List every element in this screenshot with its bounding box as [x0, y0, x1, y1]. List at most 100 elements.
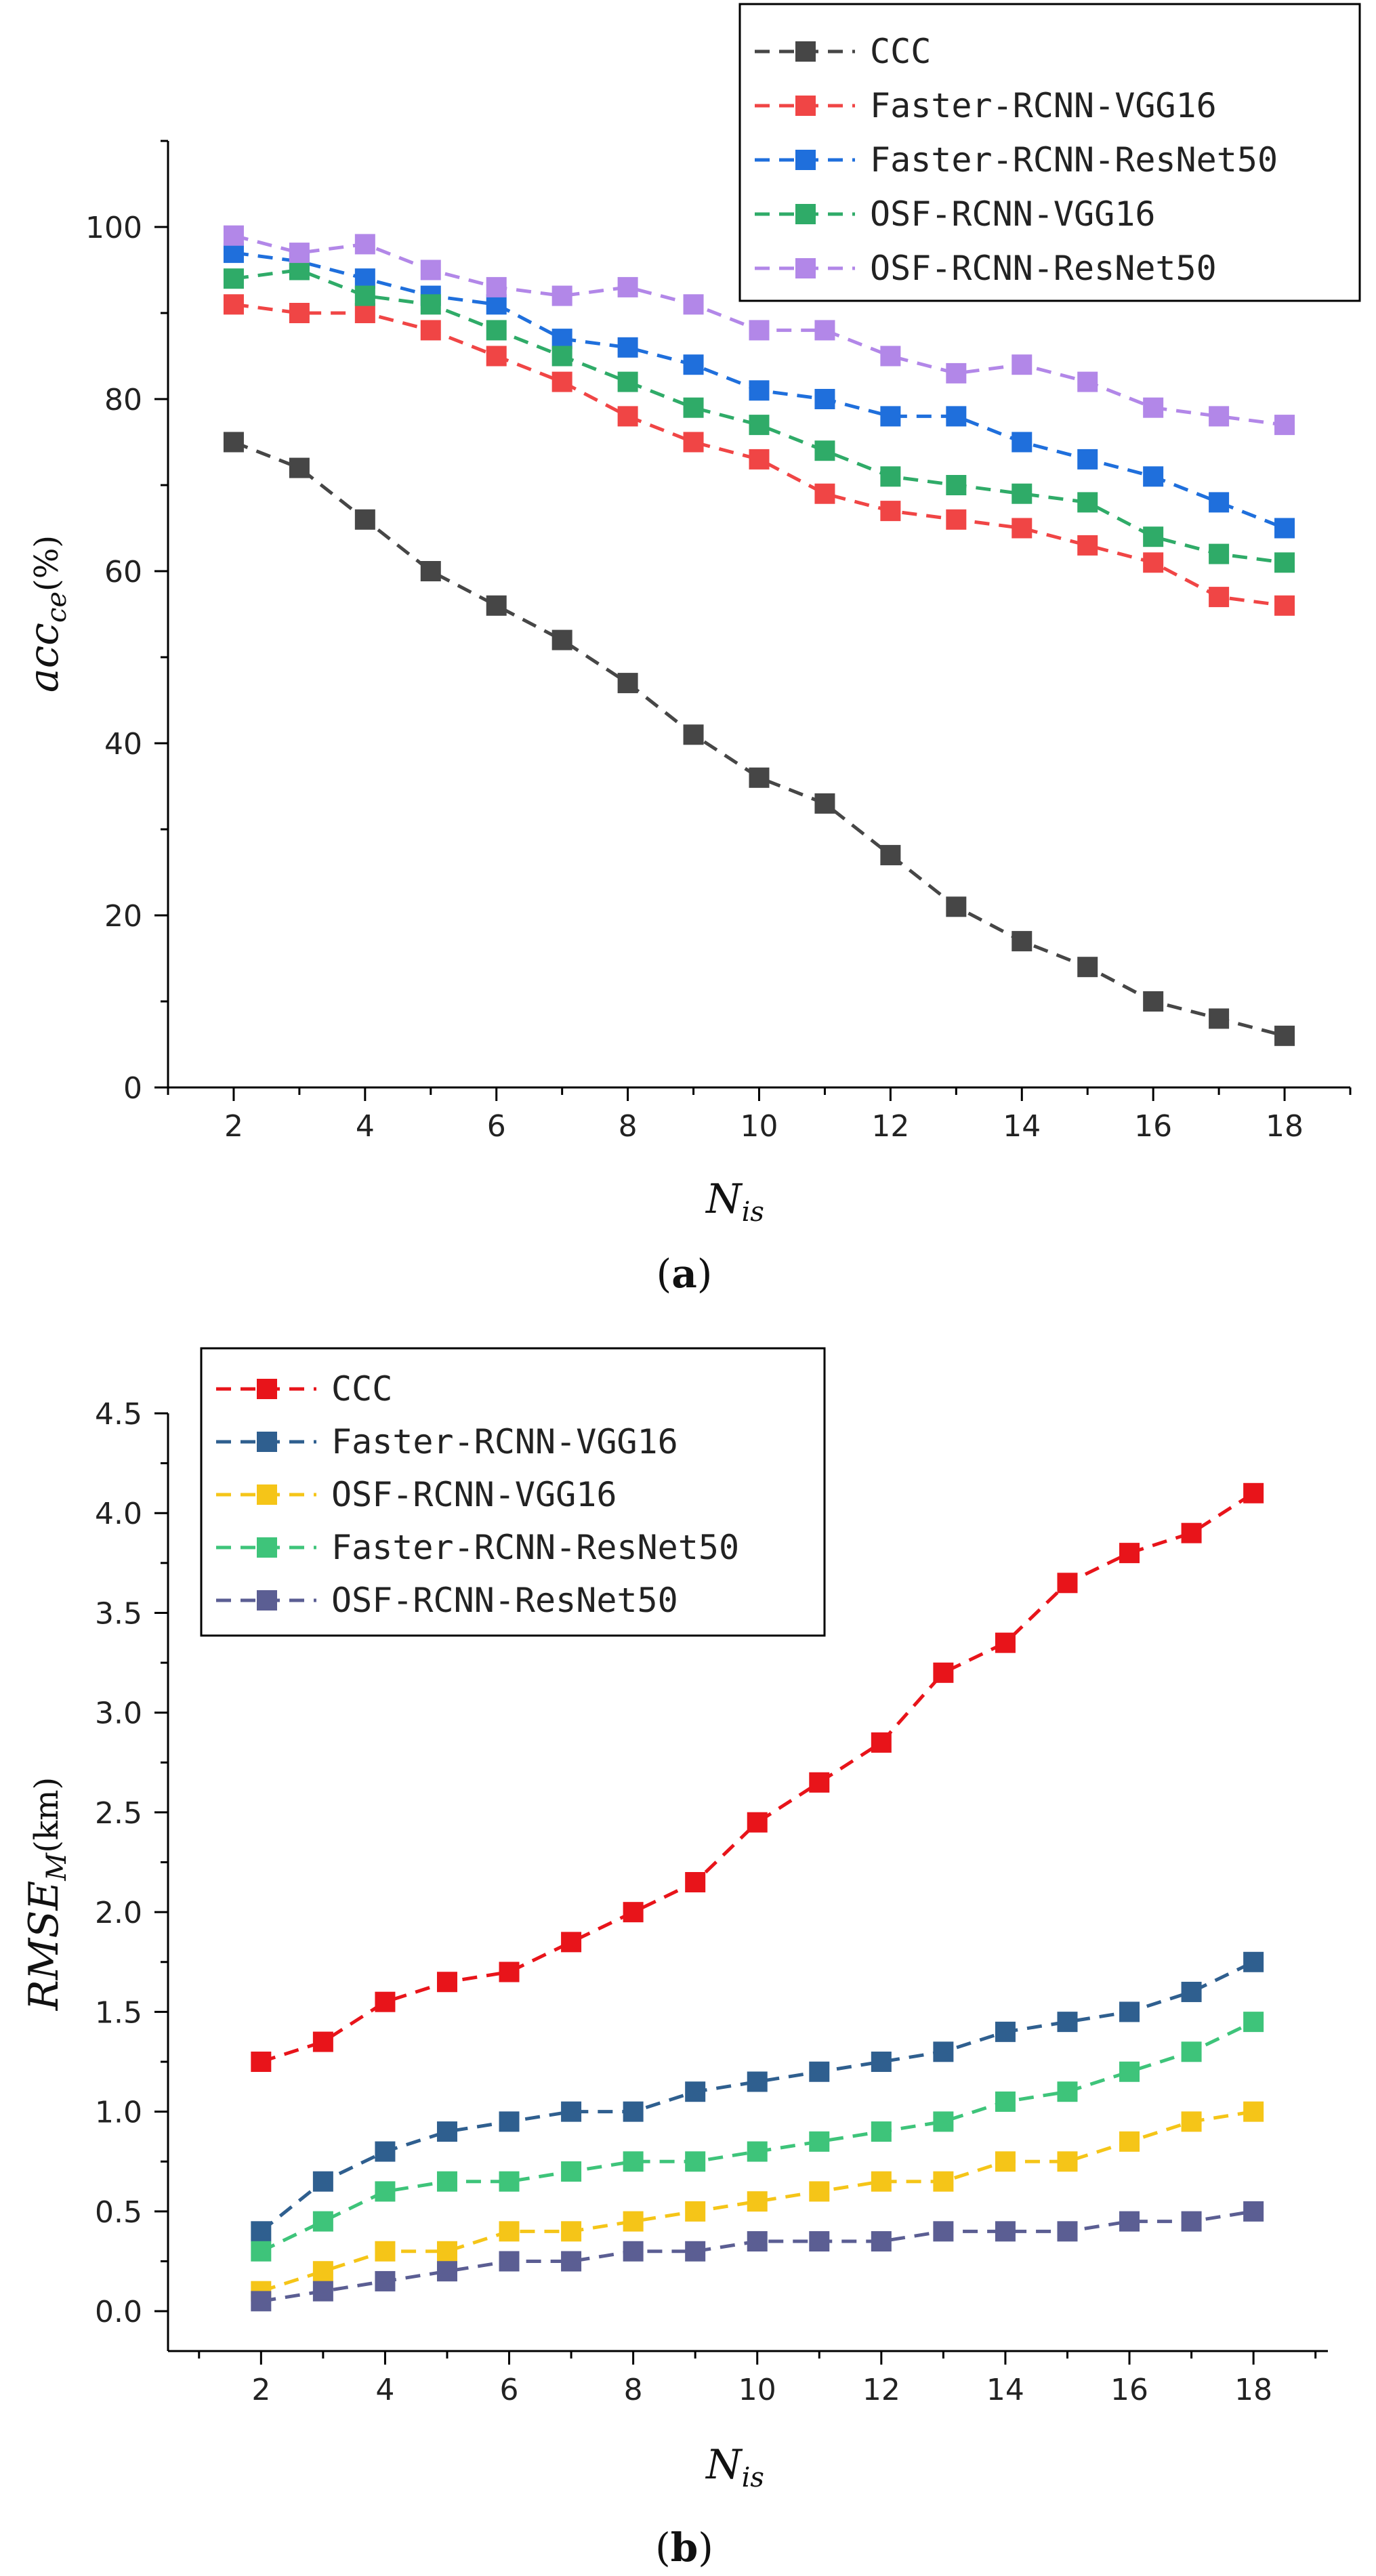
data-point-osf-rcnn-resnet50 — [1209, 406, 1230, 427]
legend-entry-label: Faster-RCNN-VGG16 — [870, 86, 1217, 125]
data-point-faster-rcnn-resnet50 — [1181, 2041, 1202, 2062]
data-point-osf-rcnn-resnet50 — [223, 225, 244, 246]
x-axis-title: Nis — [705, 1176, 764, 1228]
y-tick-label: 3.0 — [95, 1697, 142, 1731]
panel-caption: (b) — [655, 2525, 713, 2571]
series-line-faster-rcnn-vgg16 — [233, 302, 1285, 608]
x-tick-label: 18 — [1234, 2373, 1272, 2407]
data-point-ccc — [561, 1932, 582, 1953]
series-osf-rcnn-resnet50 — [251, 2201, 1264, 2312]
data-point-osf-rcnn-resnet50 — [749, 320, 770, 341]
data-point-faster-rcnn-vgg16 — [946, 509, 967, 530]
data-point-ccc — [1057, 1573, 1078, 1594]
data-point-osf-rcnn-resnet50 — [683, 294, 704, 315]
data-point-osf-rcnn-vgg16 — [436, 2241, 457, 2262]
data-point-osf-rcnn-vgg16 — [1143, 526, 1164, 547]
y-tick-label: 3.5 — [95, 1596, 142, 1631]
data-point-faster-rcnn-vgg16 — [1143, 552, 1164, 573]
y-tick-label: 20 — [104, 899, 142, 934]
data-point-faster-rcnn-vgg16 — [814, 483, 835, 504]
data-point-faster-rcnn-resnet50 — [880, 406, 901, 427]
data-point-faster-rcnn-vgg16 — [1181, 1981, 1202, 2002]
data-point-faster-rcnn-vgg16 — [312, 2171, 333, 2192]
data-point-osf-rcnn-vgg16 — [354, 285, 375, 306]
data-point-osf-rcnn-resnet50 — [617, 276, 638, 297]
data-point-osf-rcnn-vgg16 — [1181, 2111, 1202, 2132]
series-line-osf-rcnn-vgg16 — [233, 268, 1285, 564]
data-point-osf-rcnn-vgg16 — [747, 2191, 768, 2212]
data-point-osf-rcnn-resnet50 — [420, 259, 441, 281]
data-point-ccc — [1181, 1522, 1202, 1543]
x-tick-label: 4 — [356, 1109, 375, 1144]
data-point-faster-rcnn-resnet50 — [312, 2211, 333, 2232]
data-point-osf-rcnn-resnet50 — [551, 285, 572, 306]
data-point-osf-rcnn-vgg16 — [871, 2171, 892, 2192]
data-point-faster-rcnn-resnet50 — [995, 2091, 1016, 2112]
data-point-osf-rcnn-vgg16 — [814, 440, 835, 461]
data-point-faster-rcnn-vgg16 — [809, 2061, 830, 2082]
data-point-faster-rcnn-resnet50 — [436, 2171, 457, 2192]
data-point-osf-rcnn-vgg16 — [1274, 552, 1295, 573]
data-point-faster-rcnn-resnet50 — [1209, 492, 1230, 513]
legend-entry-label: OSF-RCNN-ResNet50 — [870, 249, 1217, 288]
data-point-osf-rcnn-resnet50 — [436, 2261, 457, 2282]
data-point-osf-rcnn-vgg16 — [486, 320, 507, 341]
x-tick-label: 16 — [1110, 2373, 1148, 2407]
legend-marker — [795, 204, 816, 224]
x-tick-label: 8 — [619, 1109, 638, 1144]
data-point-faster-rcnn-vgg16 — [499, 2111, 520, 2132]
y-tick-label: 60 — [104, 555, 142, 589]
data-point-faster-rcnn-vgg16 — [223, 294, 244, 315]
series-osf-rcnn-resnet50 — [223, 225, 1295, 436]
data-point-faster-rcnn-resnet50 — [1143, 466, 1164, 487]
data-point-osf-rcnn-resnet50 — [1119, 2211, 1140, 2232]
data-point-faster-rcnn-resnet50 — [933, 2111, 954, 2132]
data-point-faster-rcnn-vgg16 — [420, 320, 441, 341]
data-point-osf-rcnn-vgg16 — [809, 2181, 830, 2202]
data-point-faster-rcnn-resnet50 — [561, 2161, 582, 2182]
legend-entry-label: OSF-RCNN-VGG16 — [331, 1475, 617, 1514]
data-point-ccc — [251, 2052, 272, 2073]
data-point-ccc — [354, 509, 375, 530]
data-point-osf-rcnn-resnet50 — [312, 2281, 333, 2302]
data-point-osf-rcnn-resnet50 — [1181, 2211, 1202, 2232]
data-point-faster-rcnn-vgg16 — [685, 2081, 706, 2102]
series-ccc — [223, 432, 1295, 1046]
data-point-faster-rcnn-vgg16 — [561, 2101, 582, 2122]
data-point-ccc — [685, 1872, 706, 1892]
x-axis-title: Nis — [705, 2441, 764, 2493]
legend-marker — [257, 1432, 277, 1452]
x-tick-label: 2 — [251, 2373, 270, 2407]
data-point-osf-rcnn-resnet50 — [747, 2231, 768, 2252]
series-faster-rcnn-resnet50 — [251, 2012, 1264, 2262]
data-point-osf-rcnn-vgg16 — [623, 2211, 644, 2232]
data-point-ccc — [814, 793, 835, 814]
series-line-faster-rcnn-resnet50 — [260, 2020, 1255, 2253]
data-point-osf-rcnn-vgg16 — [375, 2241, 396, 2262]
data-point-faster-rcnn-resnet50 — [749, 380, 770, 401]
legend-box — [200, 1347, 826, 1637]
data-point-osf-rcnn-resnet50 — [561, 2251, 582, 2272]
data-point-ccc — [995, 1632, 1016, 1653]
data-point-osf-rcnn-resnet50 — [354, 234, 375, 255]
data-point-osf-rcnn-vgg16 — [561, 2221, 582, 2242]
data-point-osf-rcnn-resnet50 — [1143, 397, 1164, 418]
series-ccc — [251, 1482, 1264, 2073]
legend: CCC Faster-RCNN-VGG16 Faster-RCNN-ResNet50… — [738, 3, 1361, 302]
x-tick-label: 16 — [1134, 1109, 1172, 1144]
data-point-faster-rcnn-vgg16 — [1012, 518, 1033, 539]
data-point-ccc — [375, 1991, 396, 2012]
data-point-ccc — [551, 629, 572, 650]
data-point-ccc — [223, 432, 244, 453]
series-line-ccc — [233, 440, 1285, 1038]
legend-entry-label: OSF-RCNN-ResNet50 — [331, 1581, 678, 1620]
data-point-osf-rcnn-vgg16 — [1012, 483, 1033, 504]
data-point-osf-rcnn-resnet50 — [251, 2291, 272, 2312]
data-point-faster-rcnn-vgg16 — [375, 2141, 396, 2162]
data-point-faster-rcnn-resnet50 — [375, 2181, 396, 2202]
legend: CCC Faster-RCNN-VGG16 OSF-RCNN-VGG16 Faster… — [200, 1347, 826, 1637]
data-point-faster-rcnn-resnet50 — [1077, 449, 1098, 470]
data-point-ccc — [809, 1772, 830, 1793]
y-tick-label: 1.0 — [95, 2096, 142, 2130]
